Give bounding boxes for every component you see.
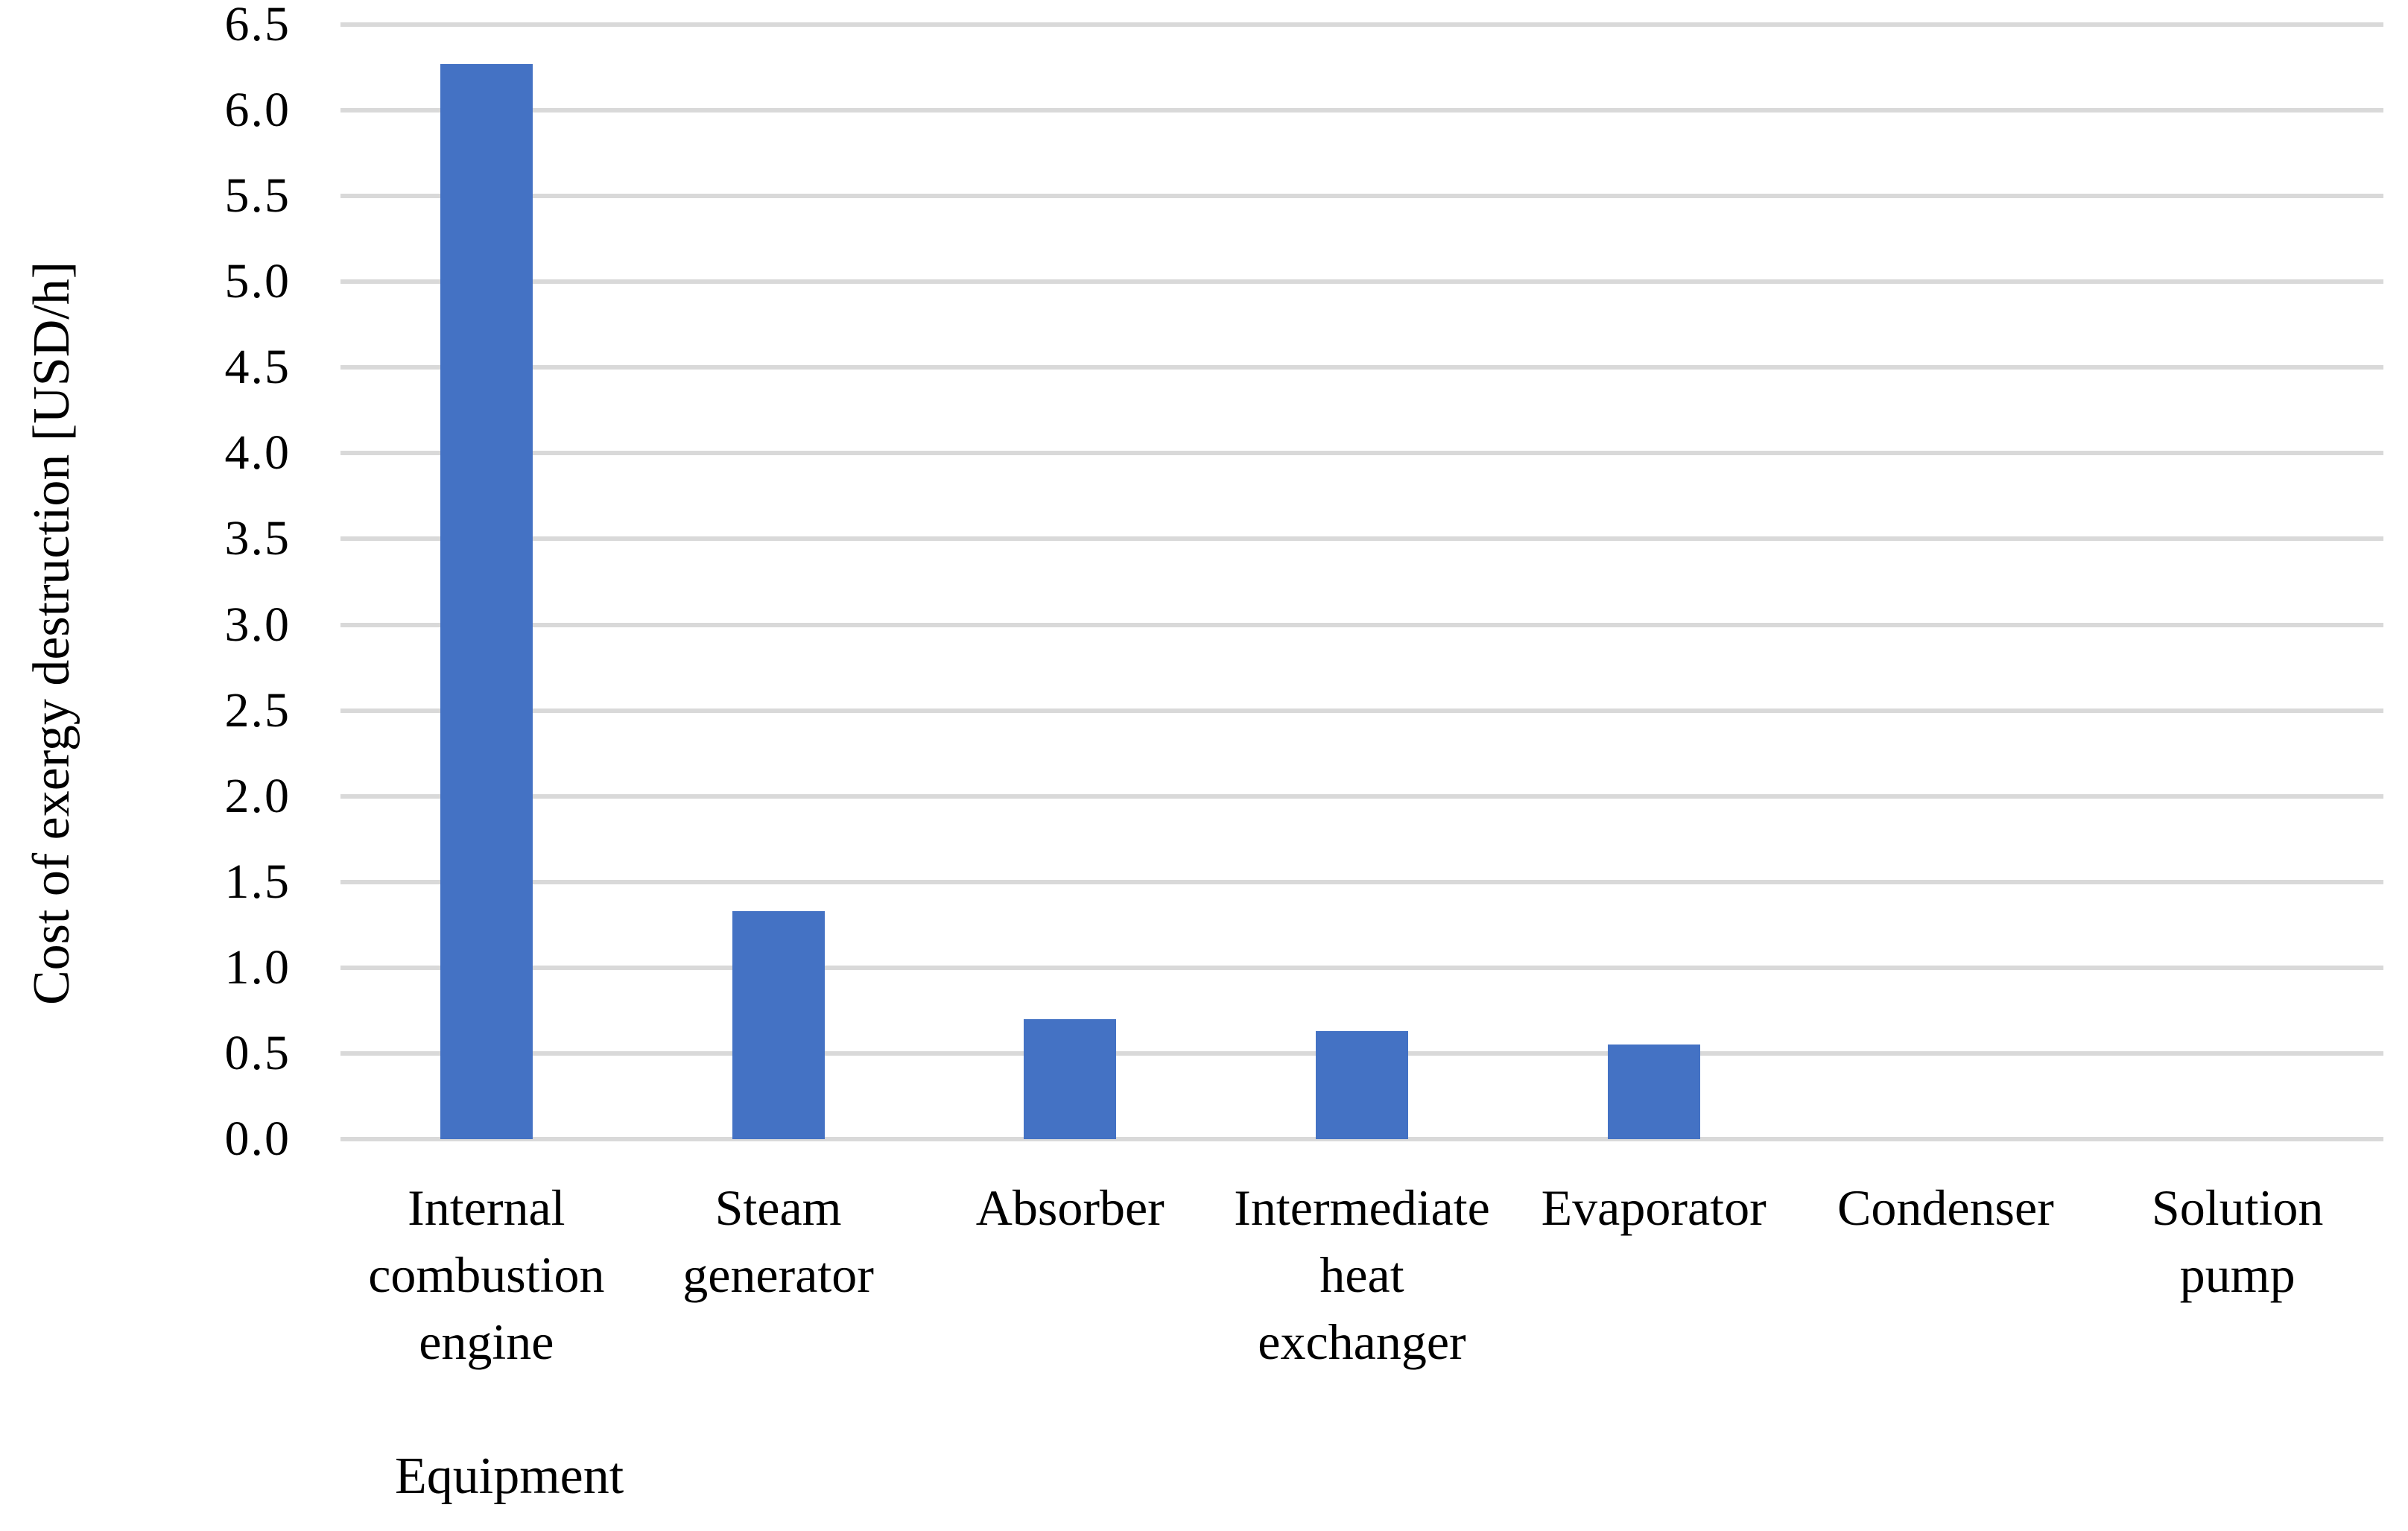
y-tick-label: 1.0 bbox=[224, 939, 291, 995]
bar-intermediate-heat-exchanger bbox=[1316, 1031, 1408, 1139]
y-tick-label: 4.0 bbox=[224, 425, 291, 481]
y-tick-label: 4.5 bbox=[224, 340, 291, 395]
x-category-label: Evaporator bbox=[1541, 1179, 1767, 1236]
y-tick-label: 6.0 bbox=[224, 83, 291, 138]
gridline bbox=[340, 22, 2383, 27]
y-tick-label: 5.5 bbox=[224, 168, 291, 224]
x-category-label: Internal combustion engine bbox=[368, 1179, 605, 1370]
gridline bbox=[340, 965, 2383, 970]
x-axis-title: Equipment bbox=[395, 1448, 624, 1505]
gridline bbox=[340, 365, 2383, 370]
plot-area bbox=[340, 22, 2383, 1141]
gridline bbox=[340, 793, 2383, 799]
y-tick-label: 1.5 bbox=[224, 854, 291, 909]
x-category-label: Solution pump bbox=[2151, 1179, 2324, 1303]
gridline bbox=[340, 708, 2383, 713]
bar-evaporator bbox=[1607, 1045, 1700, 1139]
gridline bbox=[340, 194, 2383, 199]
gridline bbox=[340, 879, 2383, 884]
bar-absorber bbox=[1024, 1018, 1117, 1139]
gridline bbox=[340, 108, 2383, 113]
x-category-label: Steam generator bbox=[682, 1179, 874, 1303]
y-tick-label: 6.5 bbox=[224, 0, 291, 51]
gridline bbox=[340, 451, 2383, 456]
y-tick-label: 3.5 bbox=[224, 511, 291, 566]
y-tick-label: 5.0 bbox=[224, 254, 291, 309]
y-tick-label: 3.0 bbox=[224, 597, 291, 652]
y-tick-label: 2.0 bbox=[224, 768, 291, 823]
gridline bbox=[340, 279, 2383, 285]
y-tick-label: 0.5 bbox=[224, 1025, 291, 1080]
x-category-label: Intermediate heat exchanger bbox=[1234, 1179, 1490, 1370]
bar-internal-combustion-engine bbox=[440, 63, 533, 1139]
y-tick-label: 0.0 bbox=[224, 1112, 291, 1166]
gridline bbox=[340, 1137, 2383, 1141]
gridline bbox=[340, 536, 2383, 542]
x-category-label: Absorber bbox=[975, 1179, 1165, 1236]
bar-steam-generator bbox=[732, 910, 825, 1139]
x-category-label: Condenser bbox=[1837, 1179, 2054, 1236]
gridline bbox=[340, 622, 2383, 627]
y-tick-label: 2.5 bbox=[224, 682, 291, 738]
